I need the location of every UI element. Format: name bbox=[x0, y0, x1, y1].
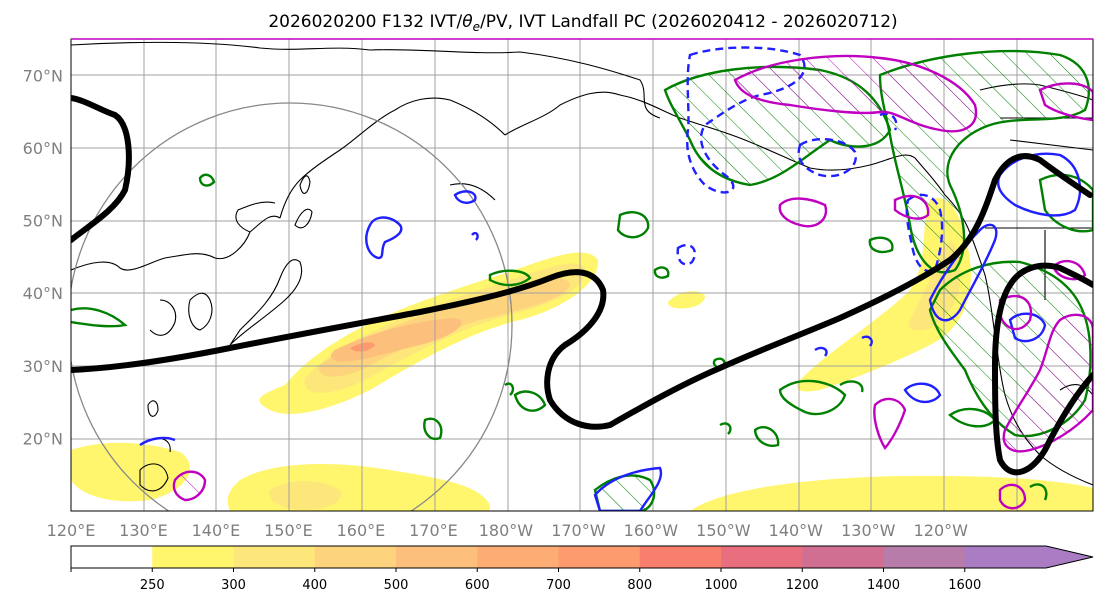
lat-label: 20°N bbox=[23, 429, 63, 448]
lon-label: 150°W bbox=[696, 521, 751, 540]
colorbar-tick-label: 700 bbox=[546, 578, 571, 593]
ivt-shading bbox=[71, 198, 1093, 511]
colorbar-tick-label: 1000 bbox=[704, 578, 737, 593]
colorbar-tick-label: 500 bbox=[384, 578, 409, 593]
lon-label: 160°E bbox=[337, 521, 386, 540]
colorbar-outline bbox=[70, 545, 1094, 569]
colorbar-box bbox=[639, 546, 722, 568]
lon-label: 150°E bbox=[264, 521, 313, 540]
lon-label: 160°W bbox=[624, 521, 679, 540]
colorbar-box bbox=[721, 546, 803, 568]
lon-label: 140°W bbox=[769, 521, 824, 540]
lon-label: 170°W bbox=[551, 521, 606, 540]
lat-label: 70°N bbox=[23, 66, 63, 85]
colorbar-ticks: 250 300 400 500 600 700 800 1000 1200 1400 1600 bbox=[70, 568, 981, 593]
colorbar-box bbox=[152, 546, 234, 568]
lon-label: 130°W bbox=[841, 521, 896, 540]
lat-label: 50°N bbox=[23, 212, 63, 231]
lon-label: 140°E bbox=[192, 521, 241, 540]
lat-label: 30°N bbox=[23, 357, 63, 376]
lat-label: 60°N bbox=[23, 139, 63, 158]
lon-label: 130°E bbox=[119, 521, 168, 540]
blue-dashed-contours bbox=[676, 46, 944, 273]
ivt-band-sw bbox=[71, 442, 190, 502]
colorbar-box bbox=[396, 546, 478, 568]
colorbar-box bbox=[314, 546, 397, 568]
lon-label: 170°E bbox=[409, 521, 458, 540]
lon-label: 180°W bbox=[479, 521, 534, 540]
longitude-labels: 120°E 130°E 140°E 150°E 160°E 170°E 180°W 170°W… bbox=[47, 521, 968, 540]
colorbar-box bbox=[558, 546, 641, 568]
colorbar-box bbox=[964, 546, 1047, 568]
figure-title: 2026020200 F132 IVT/θe/PV, IVT Landfall … bbox=[268, 12, 897, 34]
colorbar-extend-arrow bbox=[1046, 546, 1093, 568]
colorbar-box bbox=[883, 546, 966, 568]
latitude-labels: 70°N 60°N 50°N 40°N 30°N 20°N bbox=[23, 66, 63, 448]
map-panel bbox=[70, 38, 1094, 512]
range-circle bbox=[71, 102, 513, 511]
colorbar-tick-label: 250 bbox=[140, 578, 165, 593]
ivt-band-s bbox=[690, 475, 1093, 511]
colorbar-tick-label: 1600 bbox=[948, 578, 981, 593]
colorbar-tick-label: 800 bbox=[627, 578, 652, 593]
lon-label: 120°E bbox=[47, 521, 96, 540]
colorbar-box bbox=[802, 546, 884, 568]
colorbar-tick-label: 400 bbox=[302, 578, 327, 593]
colorbar-tick-label: 300 bbox=[221, 578, 246, 593]
ivt-band-sw3 bbox=[269, 481, 341, 510]
colorbar-tick-label: 1200 bbox=[786, 578, 819, 593]
colorbar-box bbox=[233, 546, 316, 568]
ivt-band-mid bbox=[667, 291, 705, 309]
colorbar-box bbox=[71, 546, 153, 568]
colorbar-boxes bbox=[70, 545, 1094, 569]
colorbar: 250 300 400 500 600 700 800 1000 1200 1400 1600 bbox=[70, 545, 1094, 593]
pv-2pvu-contour bbox=[71, 95, 1093, 476]
lat-label: 40°N bbox=[23, 284, 63, 303]
colorbar-tick-label: 1400 bbox=[867, 578, 900, 593]
colorbar-box bbox=[477, 546, 559, 568]
lon-label: 120°W bbox=[914, 521, 969, 540]
colorbar-tick-label: 600 bbox=[465, 578, 490, 593]
magenta-contours bbox=[172, 54, 1093, 510]
